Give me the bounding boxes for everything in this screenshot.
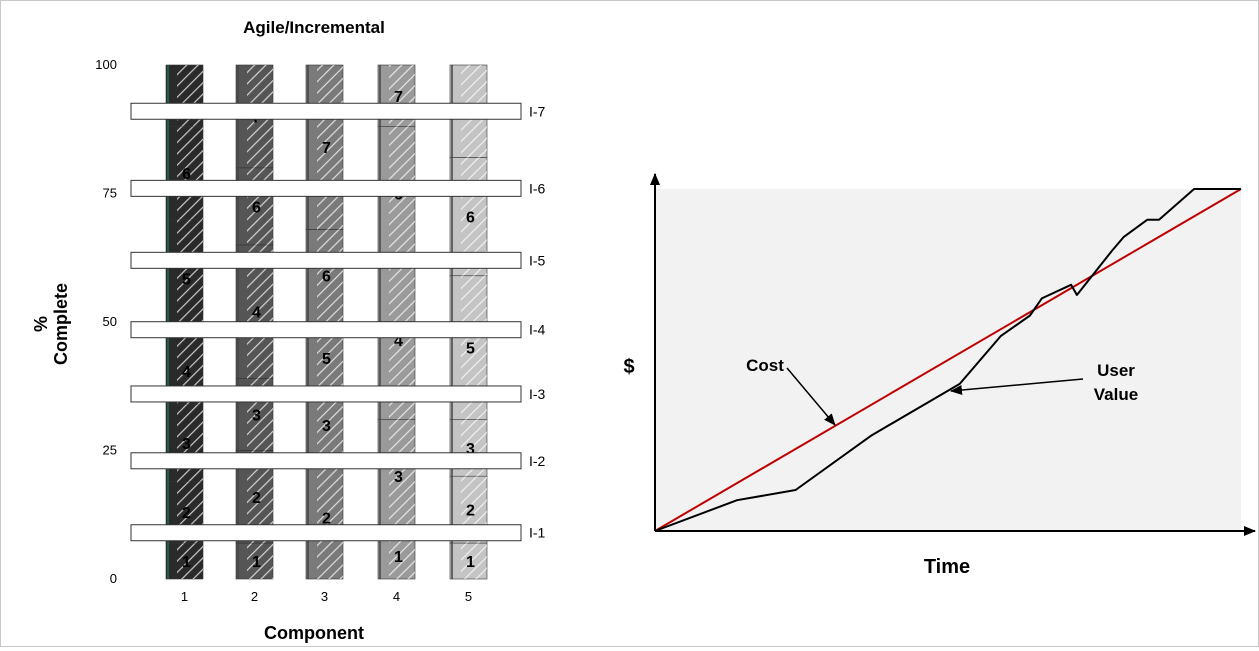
segment-label: 5 — [466, 341, 475, 358]
segment-hatch — [317, 229, 343, 322]
increment-band — [130, 179, 522, 197]
segment-label: 4 — [252, 305, 261, 322]
segment-label: 3 — [322, 418, 331, 435]
segment-hatch — [177, 543, 203, 579]
y-tick-label: 0 — [110, 571, 117, 586]
segment-label: 2 — [252, 490, 261, 507]
segment-label: 3 — [466, 441, 475, 458]
left-x-tick-labels: 1 2 3 4 5 — [181, 589, 472, 604]
increment-band-I-6: I-6 — [130, 179, 546, 197]
segment-label: 5 — [322, 351, 331, 368]
right-x-axis-label: Time — [924, 556, 970, 578]
left-y-tick-labels: 0 25 50 75 100 — [95, 57, 117, 586]
segment-label: 7 — [322, 140, 331, 157]
increment-label: I-3 — [529, 386, 546, 402]
right-y-axis-label: $ — [623, 356, 634, 378]
increment-label: I-1 — [529, 525, 546, 541]
y-tick-label: 75 — [103, 186, 117, 201]
y-tick-label: 50 — [103, 314, 117, 329]
increment-label: I-2 — [529, 453, 546, 469]
segment-label: 6 — [322, 269, 331, 286]
segment-label: 6 — [252, 199, 261, 216]
segment-label: 5 — [182, 271, 191, 288]
segment-hatch — [177, 219, 203, 338]
segment-label: 1 — [466, 554, 475, 571]
cost-annotation-arrow — [786, 367, 836, 426]
increment-band — [130, 251, 522, 269]
user-value-annotation-line1: User — [1097, 361, 1135, 380]
increment-band-I-1: I-1 — [130, 524, 546, 542]
segment-hatch — [317, 455, 343, 579]
increment-band — [130, 452, 522, 470]
x-tick-label: 3 — [321, 589, 328, 604]
series-cost-line — [654, 188, 1242, 532]
segment-label: 2 — [466, 503, 475, 520]
y-tick-label: 100 — [95, 57, 117, 72]
x-tick-label: 5 — [465, 589, 472, 604]
segment-label: 3 — [394, 469, 403, 486]
increment-band — [130, 385, 522, 403]
segment-label: 1 — [394, 549, 403, 566]
y-tick-label: 25 — [103, 443, 117, 458]
x-tick-label: 1 — [181, 589, 188, 604]
increment-band — [130, 102, 522, 120]
segment-hatch — [247, 543, 273, 579]
increment-band-I-4: I-4 — [130, 321, 546, 339]
user-value-annotation-line2: Value — [1094, 385, 1138, 404]
segment-label: 7 — [394, 89, 403, 106]
segment-label: 1 — [252, 554, 261, 571]
left-chart-title: Agile/Incremental — [243, 18, 385, 37]
increment-band-I-5: I-5 — [130, 251, 546, 269]
increment-label: I-7 — [529, 103, 546, 119]
segment-label: 6 — [182, 166, 191, 183]
segment-label: 2 — [322, 510, 331, 527]
increment-label: I-6 — [529, 180, 546, 196]
increment-label: I-4 — [529, 322, 546, 338]
segment-hatch — [317, 65, 343, 230]
segment-label: 1 — [182, 554, 191, 571]
segment-hatch — [461, 543, 487, 579]
series-user-value-line — [654, 188, 1241, 532]
left-y-axis-label-line1: % — [31, 316, 51, 332]
segment-label: 2 — [182, 505, 191, 522]
segment-label: 3 — [252, 408, 261, 425]
increment-band-I-7: I-7 — [130, 102, 546, 120]
increment-band — [130, 524, 522, 542]
left-x-axis-label: Component — [264, 623, 364, 643]
segment-hatch — [317, 393, 343, 456]
line-series — [654, 188, 1242, 532]
left-y-axis-label-line2: Complete — [51, 283, 71, 365]
increment-label: I-5 — [529, 252, 546, 268]
increment-band — [130, 321, 522, 339]
increment-bands: I-1 I-2 I-3 I-4 I-5 I-6 I-7 — [130, 102, 546, 542]
segment-label: 6 — [466, 210, 475, 227]
segment-hatch — [177, 126, 203, 220]
cost-value-chart: $ Time Cost User Value — [623, 173, 1256, 578]
user-value-annotation-arrow — [950, 378, 1084, 395]
left-y-axis-label: % Complete — [31, 283, 71, 365]
segment-label: 3 — [182, 436, 191, 453]
x-tick-label: 4 — [393, 589, 400, 604]
cost-annotation: Cost — [746, 356, 784, 375]
segment-label: 4 — [394, 333, 403, 350]
x-tick-label: 2 — [251, 589, 258, 604]
increment-band-I-3: I-3 — [130, 385, 546, 403]
increment-band-I-2: I-2 — [130, 452, 546, 470]
segment-label: 4 — [182, 364, 191, 381]
segment-hatch — [389, 419, 415, 533]
